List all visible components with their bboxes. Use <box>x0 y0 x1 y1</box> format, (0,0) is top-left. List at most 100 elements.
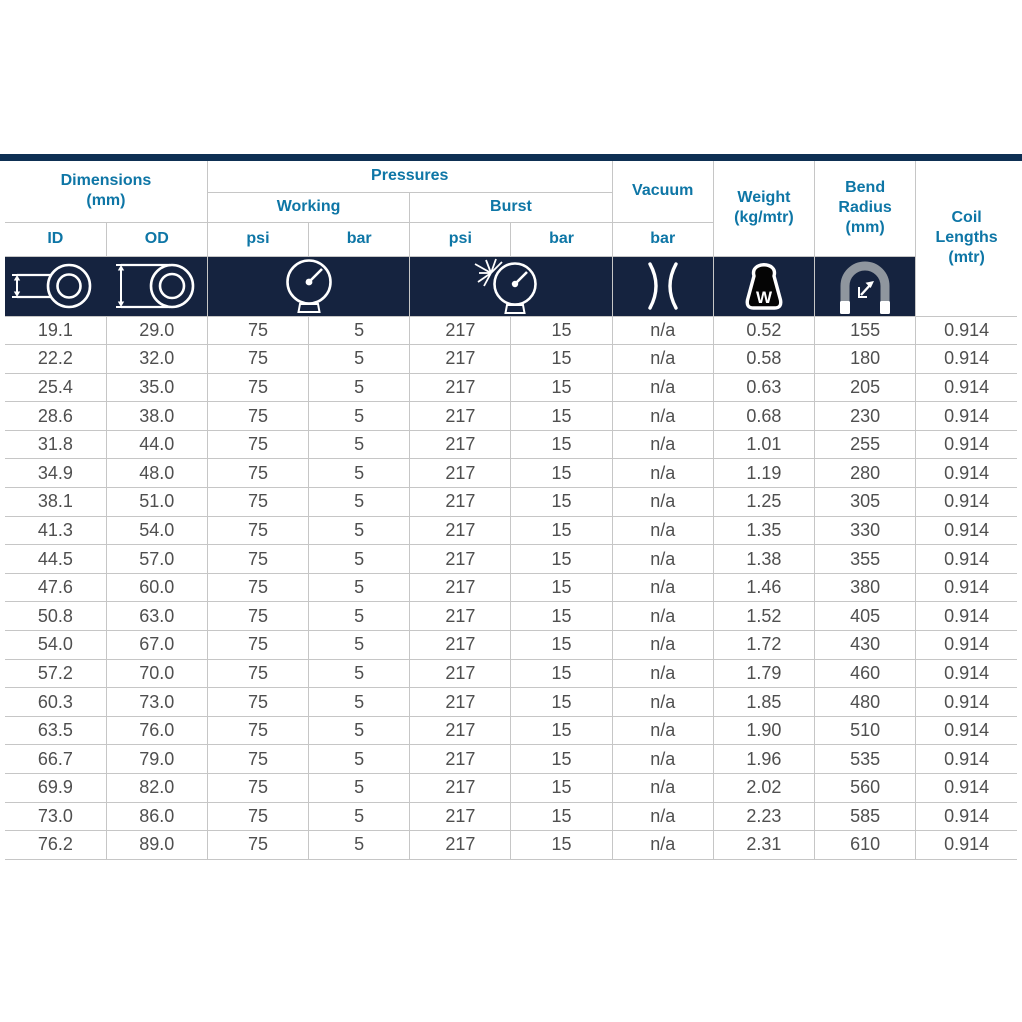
cell-od: 79.0 <box>105 744 208 774</box>
cell-coil-length: 0.914 <box>915 830 1018 860</box>
cell-burst-bar: 15 <box>510 544 613 574</box>
cell-working-psi: 75 <box>206 544 310 574</box>
cell-weight: 1.52 <box>712 601 816 632</box>
cell-burst-bar: 15 <box>510 572 613 603</box>
cell-bend-radius: 405 <box>813 601 917 632</box>
cell-od: 86.0 <box>105 801 208 832</box>
cell-od: 54.0 <box>105 515 208 546</box>
cell-id: 69.9 <box>4 773 107 803</box>
cell-burst-bar: 15 <box>510 773 613 803</box>
cell-working-bar: 5 <box>308 315 411 346</box>
cell-working-psi: 75 <box>206 515 310 546</box>
cell-burst-psi: 217 <box>409 830 512 860</box>
cell-working-psi: 75 <box>206 801 310 832</box>
cell-working-bar: 5 <box>308 487 411 517</box>
cell-burst-bar: 15 <box>510 458 613 489</box>
cell-burst-psi: 217 <box>409 515 512 546</box>
svg-text:W: W <box>756 288 773 307</box>
table-row: 44.5 57.0 75 5 217 15 n/a 1.38 355 0.914 <box>4 544 1018 574</box>
cell-burst-psi: 217 <box>409 572 512 603</box>
cell-working-psi: 75 <box>206 601 310 632</box>
cell-vacuum-bar: n/a <box>611 658 714 689</box>
top-accent-bar <box>0 154 1022 161</box>
cell-vacuum-bar: n/a <box>611 744 714 774</box>
cell-weight: 2.02 <box>712 773 816 803</box>
cell-weight: 1.38 <box>712 544 816 574</box>
cell-vacuum-bar: n/a <box>611 773 714 803</box>
cell-burst-bar: 15 <box>510 801 613 832</box>
table-row: 76.2 89.0 75 5 217 15 n/a 2.31 610 0.914 <box>4 830 1018 860</box>
table-row: 60.3 73.0 75 5 217 15 n/a 1.85 480 0.914 <box>4 687 1018 717</box>
table-row: 41.3 54.0 75 5 217 15 n/a 1.35 330 0.914 <box>4 515 1018 546</box>
cell-vacuum-bar: n/a <box>611 458 714 489</box>
cell-bend-radius: 180 <box>813 344 917 374</box>
cell-coil-length: 0.914 <box>915 658 1018 689</box>
cell-burst-psi: 217 <box>409 344 512 374</box>
header-dimensions: Dimensions (mm) <box>4 160 208 223</box>
bend-radius-icon-cell <box>813 255 917 317</box>
cell-weight: 1.25 <box>712 487 816 517</box>
cell-bend-radius: 430 <box>813 630 917 660</box>
cell-coil-length: 0.914 <box>915 487 1018 517</box>
cell-working-psi: 75 <box>206 429 310 460</box>
cell-od: 76.0 <box>105 715 208 746</box>
cell-id: 73.0 <box>4 801 107 832</box>
cell-weight: 0.52 <box>712 315 816 346</box>
cell-working-psi: 75 <box>206 773 310 803</box>
cell-working-bar: 5 <box>308 344 411 374</box>
cell-burst-psi: 217 <box>409 630 512 660</box>
cell-working-bar: 5 <box>308 544 411 574</box>
cell-working-bar: 5 <box>308 372 411 403</box>
cell-vacuum-bar: n/a <box>611 572 714 603</box>
table-row: 69.9 82.0 75 5 217 15 n/a 2.02 560 0.914 <box>4 773 1018 803</box>
cell-id: 25.4 <box>4 372 107 403</box>
cell-coil-length: 0.914 <box>915 773 1018 803</box>
cell-working-bar: 5 <box>308 687 411 717</box>
cell-burst-psi: 217 <box>409 372 512 403</box>
weight-icon: W <box>736 258 792 314</box>
cell-bend-radius: 560 <box>813 773 917 803</box>
cell-burst-bar: 15 <box>510 830 613 860</box>
cell-burst-psi: 217 <box>409 773 512 803</box>
cell-bend-radius: 460 <box>813 658 917 689</box>
cell-coil-length: 0.914 <box>915 429 1018 460</box>
cell-id: 22.2 <box>4 344 107 374</box>
cell-burst-psi: 217 <box>409 744 512 774</box>
cell-bend-radius: 355 <box>813 544 917 574</box>
cell-coil-length: 0.914 <box>915 687 1018 717</box>
cell-working-psi: 75 <box>206 315 310 346</box>
table-row: 31.8 44.0 75 5 217 15 n/a 1.01 255 0.914 <box>4 429 1018 460</box>
table-row: 47.6 60.0 75 5 217 15 n/a 1.46 380 0.914 <box>4 572 1018 603</box>
cell-working-psi: 75 <box>206 830 310 860</box>
header-working-bar: bar <box>308 221 411 257</box>
cell-working-psi: 75 <box>206 344 310 374</box>
cell-working-psi: 75 <box>206 658 310 689</box>
cell-id: 63.5 <box>4 715 107 746</box>
cell-coil-length: 0.914 <box>915 372 1018 403</box>
icon-row: W <box>4 255 1017 317</box>
cell-vacuum-bar: n/a <box>611 401 714 431</box>
spec-table-body: 19.1 29.0 75 5 217 15 n/a 0.52 155 0.914 22.2 32.0 7… <box>4 315 1018 860</box>
weight-icon-cell: W <box>712 255 816 317</box>
header-group-row: Dimensions (mm) Pressures Vacuum Weight … <box>4 160 1018 317</box>
cell-coil-length: 0.914 <box>915 572 1018 603</box>
cell-od: 82.0 <box>105 773 208 803</box>
cell-working-bar: 5 <box>308 601 411 632</box>
cell-weight: 0.58 <box>712 344 816 374</box>
cell-od: 35.0 <box>105 372 208 403</box>
hose-id-icon <box>9 261 101 311</box>
cell-coil-length: 0.914 <box>915 601 1018 632</box>
cell-weight: 0.63 <box>712 372 816 403</box>
cell-id: 41.3 <box>4 515 107 546</box>
cell-od: 73.0 <box>105 687 208 717</box>
cell-burst-psi: 217 <box>409 544 512 574</box>
vacuum-icon-cell <box>611 255 714 317</box>
cell-burst-bar: 15 <box>510 601 613 632</box>
cell-working-bar: 5 <box>308 715 411 746</box>
cell-vacuum-bar: n/a <box>611 687 714 717</box>
cell-bend-radius: 255 <box>813 429 917 460</box>
header-burst: Burst <box>409 191 613 223</box>
cell-weight: 2.23 <box>712 801 816 832</box>
cell-burst-psi: 217 <box>409 429 512 460</box>
cell-vacuum-bar: n/a <box>611 544 714 574</box>
